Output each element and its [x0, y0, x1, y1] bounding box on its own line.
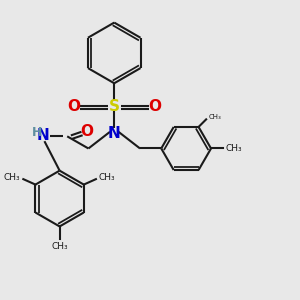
Text: N: N — [108, 126, 121, 141]
Text: O: O — [80, 124, 93, 139]
Text: O: O — [67, 98, 80, 113]
Text: CH₃: CH₃ — [51, 242, 68, 251]
Text: CH₃: CH₃ — [208, 114, 221, 120]
Text: CH₃: CH₃ — [3, 173, 20, 182]
Text: N: N — [36, 128, 49, 143]
Text: S: S — [109, 98, 120, 113]
Text: CH₃: CH₃ — [98, 173, 115, 182]
Text: CH₃: CH₃ — [226, 144, 242, 153]
Text: H: H — [32, 126, 42, 139]
Text: O: O — [149, 98, 162, 113]
